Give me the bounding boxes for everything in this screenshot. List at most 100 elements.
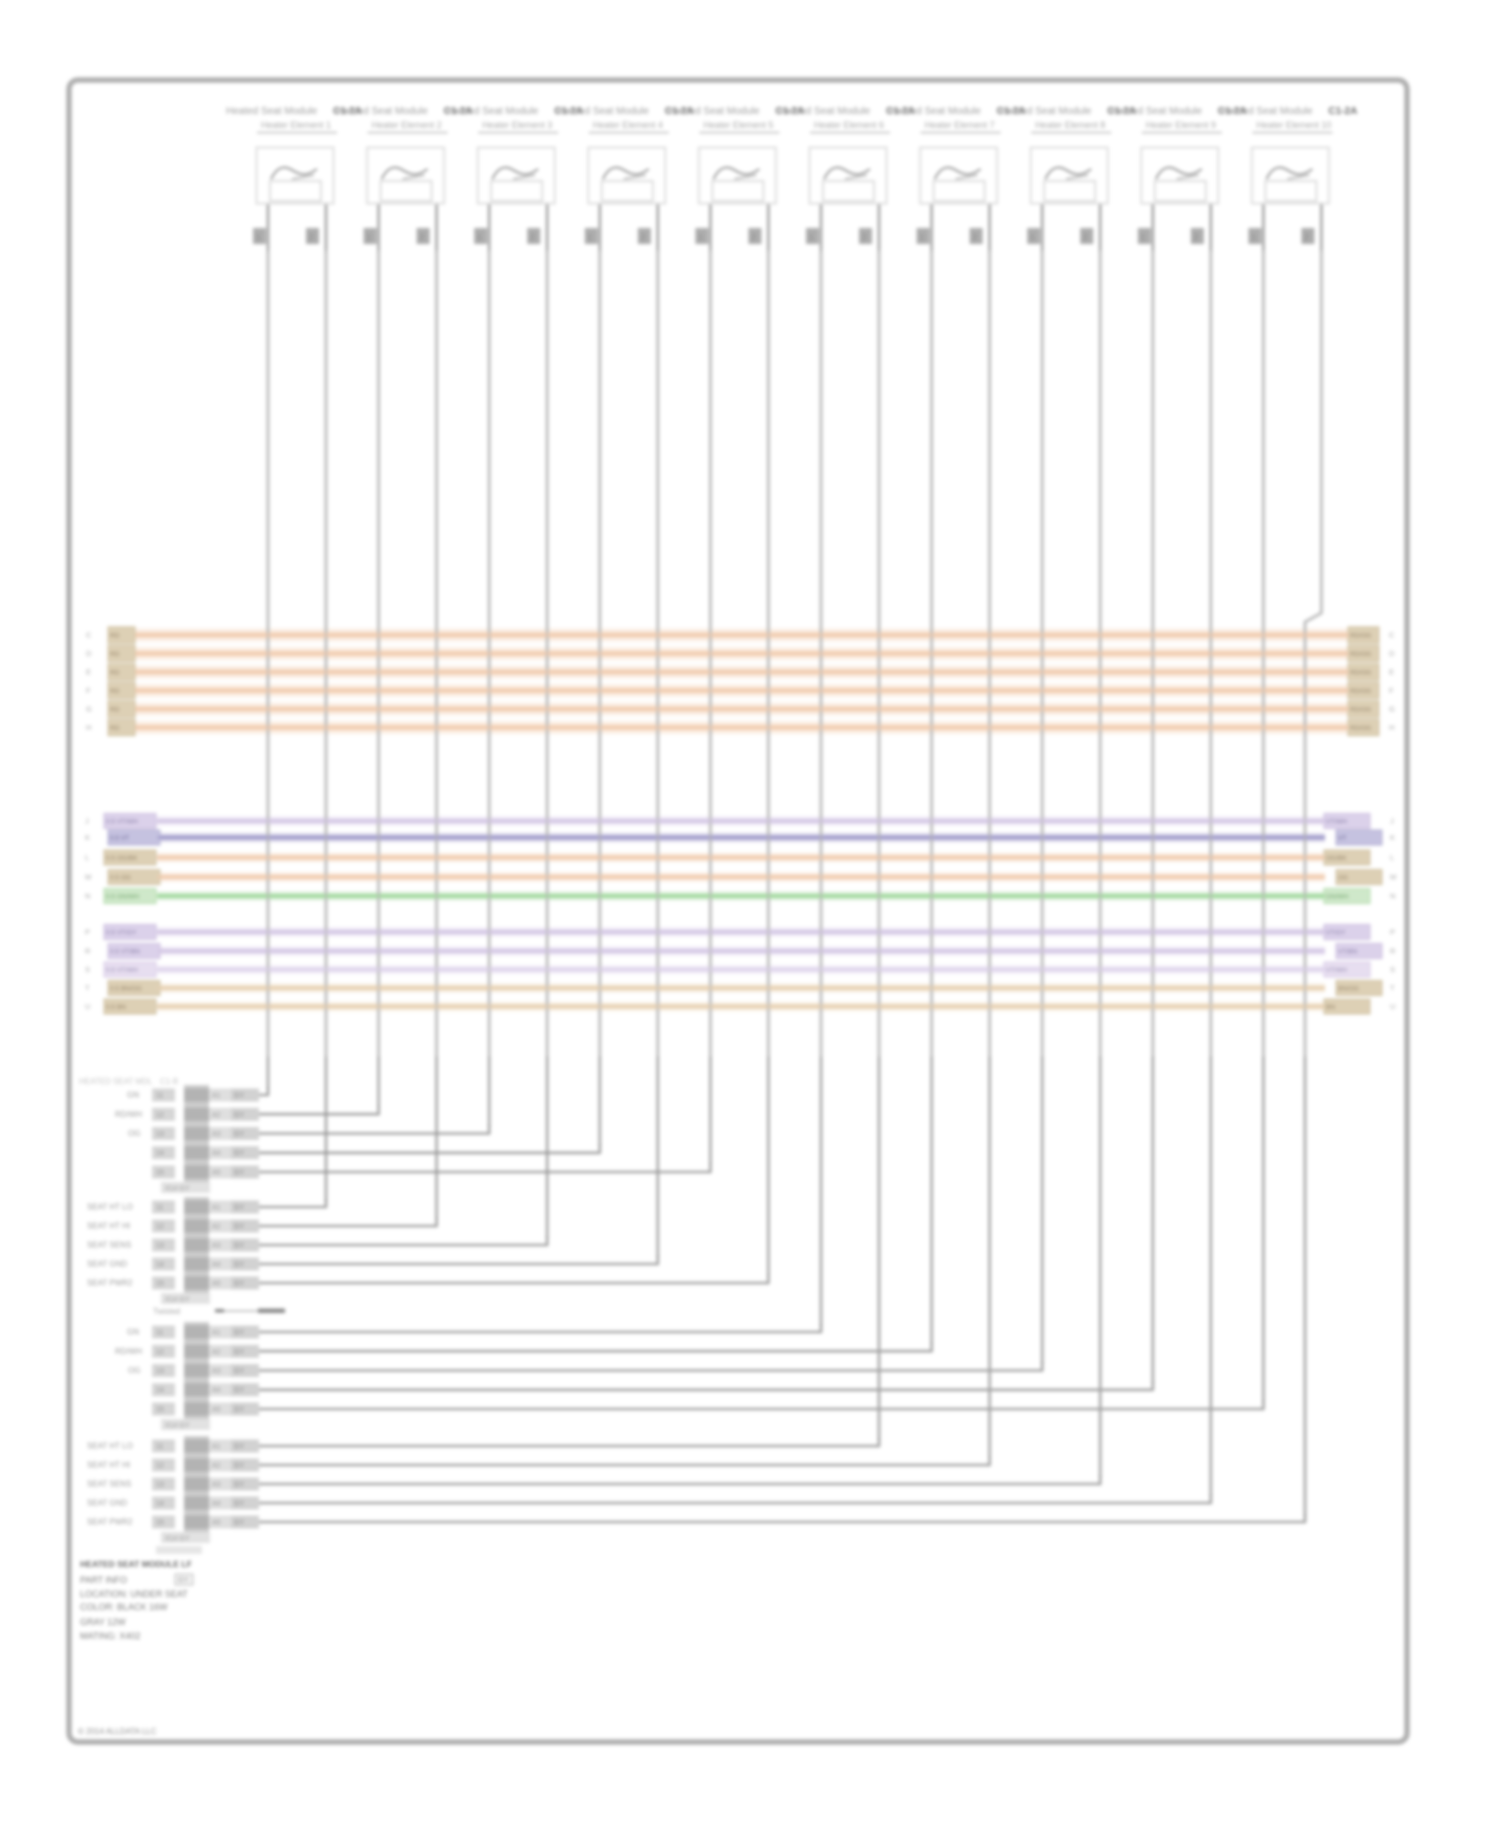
svg-text:A3: A3 bbox=[212, 1368, 221, 1375]
svg-text:0.5 OG/BK: 0.5 OG/BK bbox=[106, 855, 138, 862]
svg-text:A3: A3 bbox=[212, 1243, 221, 1250]
svg-text:GN: GN bbox=[127, 1328, 139, 1337]
svg-text:A2: A2 bbox=[212, 1349, 221, 1356]
svg-text:OG: OG bbox=[128, 1366, 140, 1375]
svg-text:GY: GY bbox=[234, 1482, 244, 1489]
svg-text:Heater Element 6: Heater Element 6 bbox=[814, 120, 884, 130]
svg-text:RD/OG: RD/OG bbox=[1350, 651, 1371, 658]
svg-text:GY: GY bbox=[234, 1463, 244, 1470]
svg-text:1: 1 bbox=[809, 233, 814, 242]
svg-text:K: K bbox=[85, 833, 90, 842]
svg-text:RD/OG: RD/OG bbox=[1350, 707, 1371, 714]
svg-text:Heater Element 4: Heater Element 4 bbox=[593, 120, 663, 130]
svg-text:M: M bbox=[85, 873, 91, 882]
svg-text:11: 11 bbox=[156, 1330, 163, 1337]
svg-text:0.5 VT/BN: 0.5 VT/BN bbox=[110, 949, 140, 956]
svg-text:Heater Element 7: Heater Element 7 bbox=[925, 120, 995, 130]
svg-text:2: 2 bbox=[973, 233, 978, 242]
svg-text:A2: A2 bbox=[212, 1463, 221, 1470]
svg-text:C1-2A: C1-2A bbox=[1107, 106, 1136, 117]
svg-text:HEATED SEAT MODULE LF: HEATED SEAT MODULE LF bbox=[80, 1559, 192, 1569]
svg-text:RD/OG: RD/OG bbox=[1350, 688, 1371, 695]
svg-text:RD/OG: RD/OG bbox=[1350, 670, 1371, 677]
svg-text:1: 1 bbox=[588, 233, 593, 242]
svg-text:L: L bbox=[85, 853, 89, 862]
svg-text:0.5 VT: 0.5 VT bbox=[110, 835, 129, 842]
svg-text:RD: RD bbox=[110, 725, 120, 732]
svg-text:1: 1 bbox=[920, 233, 925, 242]
svg-text:VT/WH: VT/WH bbox=[1326, 967, 1347, 974]
svg-text:RD/WH: RD/WH bbox=[115, 1347, 142, 1356]
svg-text:12: 12 bbox=[156, 1224, 164, 1231]
svg-text:C1-2A: C1-2A bbox=[997, 106, 1026, 117]
svg-text:15: 15 bbox=[156, 1520, 164, 1527]
svg-text:11: 11 bbox=[156, 1444, 163, 1451]
svg-text:N: N bbox=[85, 892, 90, 901]
svg-text:D: D bbox=[1389, 649, 1395, 658]
svg-text:RD/WH: RD/WH bbox=[115, 1110, 142, 1119]
svg-text:Heater Element 2: Heater Element 2 bbox=[372, 120, 442, 130]
svg-text:15: 15 bbox=[156, 1407, 164, 1414]
svg-text:Heated Seat Module: Heated Seat Module bbox=[779, 106, 871, 117]
svg-text:13: 13 bbox=[156, 1243, 164, 1250]
svg-text:HEATED SEAT MDL: HEATED SEAT MDL bbox=[79, 1077, 153, 1086]
svg-text:BN: BN bbox=[1326, 1004, 1335, 1011]
svg-text:13: 13 bbox=[156, 1368, 164, 1375]
svg-text:OG: OG bbox=[1338, 875, 1348, 882]
svg-text:U: U bbox=[1390, 1002, 1395, 1011]
svg-text:Heater Element 10: Heater Element 10 bbox=[1256, 120, 1331, 130]
svg-text:SEAT HT HI: SEAT HT HI bbox=[87, 1222, 130, 1231]
svg-text:2: 2 bbox=[641, 233, 646, 242]
svg-text:© 2014 ALLDATA LLC: © 2014 ALLDATA LLC bbox=[78, 1727, 157, 1736]
svg-text:COLOR: BLACK 16W: COLOR: BLACK 16W bbox=[80, 1602, 168, 1612]
svg-text:A5: A5 bbox=[212, 1407, 221, 1414]
svg-text:VT/WH: VT/WH bbox=[1326, 819, 1347, 826]
svg-text:H: H bbox=[1389, 723, 1394, 732]
svg-text:GY: GY bbox=[234, 1330, 244, 1337]
svg-text:RD/OG: RD/OG bbox=[1350, 633, 1371, 640]
svg-text:E: E bbox=[1389, 668, 1394, 677]
svg-text:GY: GY bbox=[234, 1281, 244, 1288]
svg-text:RD: RD bbox=[110, 670, 120, 677]
svg-text:Heated Seat Module: Heated Seat Module bbox=[890, 106, 982, 117]
svg-text:Heated Seat Module: Heated Seat Module bbox=[1111, 106, 1203, 117]
svg-text:GY: GY bbox=[234, 1205, 244, 1212]
svg-text:Heater Element 8: Heater Element 8 bbox=[1035, 120, 1105, 130]
svg-text:VT/GY: VT/GY bbox=[1326, 930, 1346, 937]
svg-text:T: T bbox=[85, 984, 90, 993]
svg-text:C1-2A: C1-2A bbox=[775, 106, 804, 117]
svg-text:RD/OG: RD/OG bbox=[1350, 725, 1371, 732]
svg-text:Heated Seat Module: Heated Seat Module bbox=[447, 106, 539, 117]
svg-text:OG: OG bbox=[128, 1129, 140, 1138]
svg-text:GN/WH: GN/WH bbox=[1326, 894, 1349, 901]
svg-text:Heated Seat Module: Heated Seat Module bbox=[668, 106, 760, 117]
svg-text:P: P bbox=[85, 928, 90, 937]
svg-text:Heated Seat Module: Heated Seat Module bbox=[226, 106, 318, 117]
svg-text:T: T bbox=[1390, 984, 1395, 993]
svg-text:C1-B: C1-B bbox=[160, 1077, 178, 1086]
svg-text:A5: A5 bbox=[212, 1170, 221, 1177]
svg-text:0.5 VT/GY: 0.5 VT/GY bbox=[106, 930, 137, 937]
svg-text:0.5 BN: 0.5 BN bbox=[106, 1004, 126, 1011]
svg-text:12: 12 bbox=[156, 1463, 164, 1470]
svg-text:S: S bbox=[85, 965, 90, 974]
svg-text:R: R bbox=[85, 947, 91, 956]
svg-text:GY: GY bbox=[234, 1407, 244, 1414]
svg-text:Heated Seat Module: Heated Seat Module bbox=[1000, 106, 1092, 117]
svg-text:J: J bbox=[1390, 817, 1394, 826]
svg-text:Heater Element 1: Heater Element 1 bbox=[261, 120, 331, 130]
svg-text:14: 14 bbox=[156, 1387, 164, 1394]
svg-text:1: 1 bbox=[1141, 233, 1146, 242]
svg-text:F: F bbox=[1389, 686, 1394, 695]
svg-text:GY: GY bbox=[234, 1112, 244, 1119]
svg-text:SEAT HT LO: SEAT HT LO bbox=[87, 1203, 133, 1212]
svg-text:15: 15 bbox=[156, 1170, 164, 1177]
svg-text:LOCATION: UNDER SEAT: LOCATION: UNDER SEAT bbox=[80, 1589, 188, 1599]
svg-text:G: G bbox=[1389, 705, 1395, 714]
svg-text:A5: A5 bbox=[212, 1520, 221, 1527]
svg-text:2: 2 bbox=[309, 233, 314, 242]
svg-text:0.5 VT/WH: 0.5 VT/WH bbox=[106, 819, 138, 826]
svg-text:L: L bbox=[1390, 853, 1394, 862]
svg-text:13: 13 bbox=[156, 1131, 164, 1138]
svg-text:2: 2 bbox=[862, 233, 867, 242]
